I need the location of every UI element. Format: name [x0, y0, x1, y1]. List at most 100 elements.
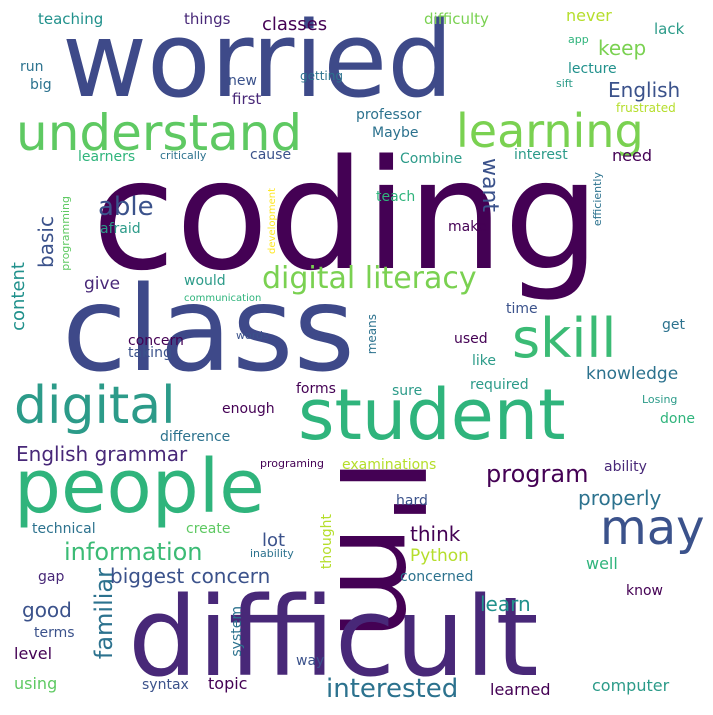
word-properly: properly [578, 486, 662, 510]
word-basic: basic [34, 216, 58, 268]
word-digital-literacy: digital literacy [262, 261, 477, 296]
word-interest: interest [514, 147, 568, 163]
word-means: means [365, 314, 379, 355]
word-interested: interested [326, 674, 459, 704]
word-would: would [184, 273, 226, 289]
word-maybe: Maybe [372, 125, 419, 141]
word-give: give [84, 274, 121, 294]
word-words: words [236, 329, 269, 342]
word-professor: professor [356, 107, 422, 123]
word-computer: computer [592, 676, 670, 695]
word-python: Python [410, 546, 469, 566]
word-things: things [184, 10, 231, 28]
word-first: first [232, 90, 262, 108]
word-required: required [470, 377, 529, 393]
word-teaching: teaching [38, 10, 104, 28]
word-losing: Losing [642, 393, 678, 406]
word-terms: terms [34, 625, 75, 641]
word-program: program [486, 460, 589, 488]
word-app: app [568, 33, 589, 46]
word-efficiently: efficiently [591, 172, 604, 227]
word-create: create [186, 521, 231, 537]
word-know: know [626, 583, 663, 599]
word-familiar: familiar [90, 568, 118, 660]
word-never: never [566, 6, 612, 25]
word-knowledge: knowledge [586, 364, 679, 384]
word-sure: sure [392, 383, 423, 399]
word-big: big [30, 77, 52, 93]
word-like: like [472, 353, 497, 369]
word-concerned: concerned [400, 569, 474, 585]
word-want: want [477, 158, 502, 213]
word-difficult: difficult [128, 573, 539, 701]
word-content: content [8, 262, 29, 331]
word-level: level [14, 644, 53, 663]
word-enough: enough [222, 401, 275, 417]
word-able: able [98, 192, 154, 222]
word-learners: learners [78, 149, 136, 165]
word-lot: lot [262, 530, 286, 551]
word-inability: inability [250, 547, 294, 560]
word-keep: keep [598, 36, 647, 60]
word-new: new [228, 73, 257, 89]
word-way: way [296, 653, 325, 669]
word-programming: programming [59, 196, 72, 271]
word-technical: technical [32, 521, 96, 537]
word-coding: coding [92, 127, 601, 304]
word-english-grammar: English grammar [16, 442, 188, 466]
word-skill: skill [512, 307, 617, 370]
word-information: information [64, 538, 203, 566]
word-good: good [22, 598, 72, 622]
word-understand: understand [16, 104, 303, 162]
word-done: done [660, 411, 695, 427]
word-programing: programing [260, 457, 324, 470]
word-people: people [14, 444, 265, 530]
word-taking: taking [128, 345, 172, 361]
word-sift: sift [556, 77, 573, 90]
word-classes: classes [262, 14, 328, 35]
word-get: get [662, 317, 685, 333]
word-make: make [448, 219, 487, 235]
word-time: time [506, 301, 538, 317]
word-development: development [267, 188, 278, 254]
word-teach: teach [376, 189, 416, 205]
word-afraid: afraid [100, 221, 141, 237]
word-difficulty: difficulty [424, 10, 489, 28]
word-learned: learned [490, 680, 551, 699]
word-used: used [454, 331, 488, 347]
word-getting: getting [300, 69, 343, 83]
word-ability: ability [604, 459, 647, 475]
word-class: class [62, 260, 355, 398]
word-system: system [229, 606, 245, 657]
word-biggest-concern: biggest concern [110, 564, 271, 588]
word-cause: cause [250, 147, 292, 163]
word-worried: worried [62, 0, 454, 121]
word-frustrated: frustrated [616, 101, 676, 115]
word-im: I'm [312, 458, 450, 641]
word-student: student [298, 374, 566, 456]
word-well: well [586, 554, 618, 573]
word-using: using [14, 674, 58, 693]
word-think: think [410, 522, 461, 546]
word-communication: communication [184, 293, 262, 304]
word-gap: gap [38, 569, 65, 585]
word-may: may [600, 500, 705, 556]
word-need: need [612, 146, 652, 165]
word-concern: concern [128, 333, 184, 349]
word-thought: thought [319, 514, 335, 570]
word-forms: forms [296, 381, 336, 397]
word-syntax: syntax [142, 677, 189, 693]
word-hard: hard [396, 493, 428, 509]
word-learning: learning [456, 104, 644, 158]
word-topic: topic [208, 674, 248, 693]
word-difference: difference [160, 429, 231, 445]
word-lack: lack [654, 20, 685, 38]
word-run: run [20, 59, 44, 75]
word-combine: Combine [400, 151, 463, 167]
word-digital: digital [14, 376, 176, 436]
word-examinations: examinations [342, 457, 437, 473]
word-critically: critically [160, 149, 207, 162]
word-lecture: lecture [568, 61, 617, 77]
word-learn: learn [480, 592, 531, 616]
